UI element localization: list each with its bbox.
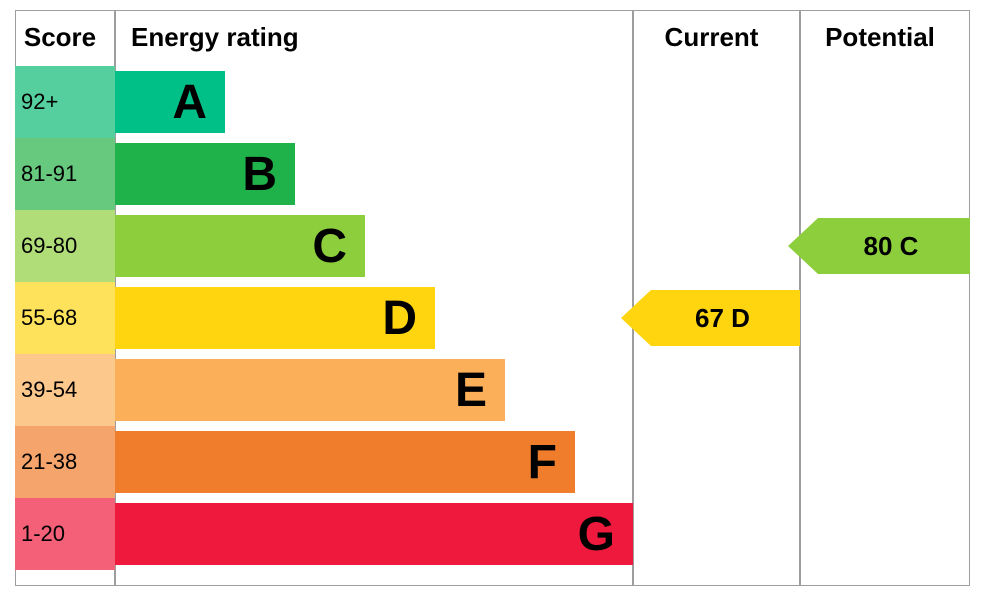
rating-bar-c: C <box>115 215 365 277</box>
rating-bar-f: F <box>115 431 575 493</box>
rating-bar-b: B <box>115 143 295 205</box>
arrow-head-icon <box>621 290 651 346</box>
rating-bar-a: A <box>115 71 225 133</box>
energy-rating-chart: Score Energy rating Current Potential 92… <box>0 0 985 607</box>
rating-bar-e: E <box>115 359 505 421</box>
score-cell: 39-54 <box>15 354 115 426</box>
score-cell: 1-20 <box>15 498 115 570</box>
score-cell: 55-68 <box>15 282 115 354</box>
potential-rating-badge: 80 C <box>788 218 970 274</box>
header-current: Current <box>633 10 800 53</box>
header-energy: Energy rating <box>115 10 633 53</box>
header-potential: Potential <box>800 10 970 53</box>
arrow-head-icon <box>788 218 818 274</box>
header-score: Score <box>15 10 115 53</box>
rating-bar-g: G <box>115 503 633 565</box>
score-cell: 92+ <box>15 66 115 138</box>
potential-column-box <box>800 10 970 586</box>
rating-bar-d: D <box>115 287 435 349</box>
score-cell: 81-91 <box>15 138 115 210</box>
badge-label: 67 D <box>651 290 800 346</box>
score-cell: 69-80 <box>15 210 115 282</box>
current-rating-badge: 67 D <box>621 290 800 346</box>
badge-label: 80 C <box>818 218 970 274</box>
score-cell: 21-38 <box>15 426 115 498</box>
